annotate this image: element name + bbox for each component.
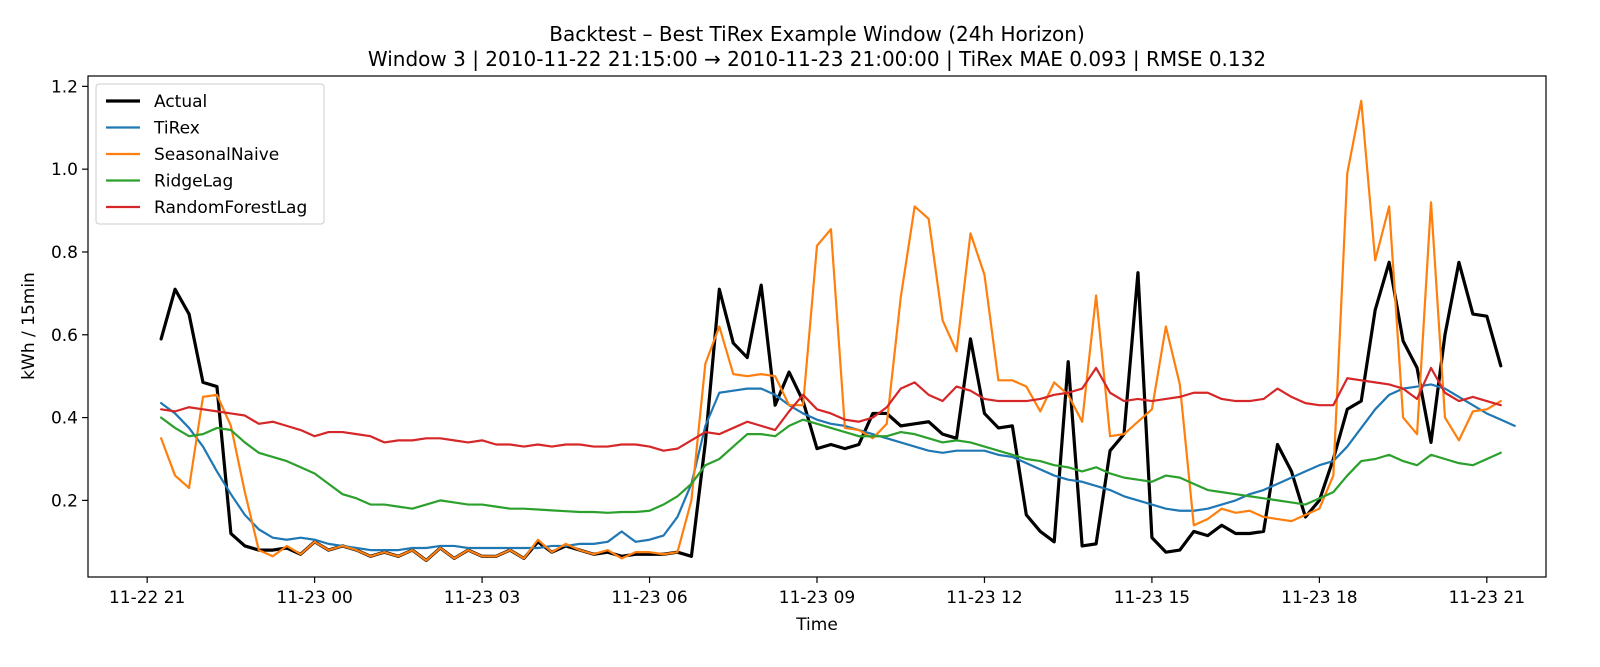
legend-frame xyxy=(95,83,325,225)
series-line-seasonalnaive xyxy=(160,99,1502,562)
y-axis-label: kWh / 15min xyxy=(19,272,39,380)
x-tick-label: 11-23 18 xyxy=(1281,588,1357,608)
legend-label-seasonalnaive: SeasonalNaive xyxy=(154,145,279,165)
legend-items: Actual TiRex SeasonalNaive RidgeLag RandomFo… xyxy=(106,92,307,218)
x-tick-label: 11-23 00 xyxy=(276,588,352,608)
x-tick-label: 11-23 21 xyxy=(1449,588,1525,608)
x-tick-label: 11-23 09 xyxy=(779,588,855,608)
series-line-tirex xyxy=(160,383,1516,552)
y-tick-label: 1.0 xyxy=(51,160,78,180)
series-lines xyxy=(159,99,1516,563)
legend-label-tirex: TiRex xyxy=(153,119,200,139)
y-tick-label: 0.6 xyxy=(51,326,78,346)
legend: Actual TiRex SeasonalNaive RidgeLag RandomFo… xyxy=(95,83,325,225)
series-line-actual xyxy=(159,260,1503,563)
y-tick-label: 0.2 xyxy=(51,491,78,511)
x-axis-ticks: 11-22 21 11-23 00 11-23 03 11-23 06 11-23 09… xyxy=(109,577,1525,608)
x-tick-label: 11-22 21 xyxy=(109,588,185,608)
series-line-ridgelag xyxy=(160,416,1502,514)
legend-label-randomforestlag: RandomForestLag xyxy=(154,198,307,218)
y-tick-label: 0.4 xyxy=(51,409,78,429)
legend-label-actual: Actual xyxy=(154,92,207,112)
x-tick-label: 11-23 12 xyxy=(946,588,1022,608)
x-axis-label: Time xyxy=(795,615,838,635)
chart-title: Backtest – Best TiRex Example Window (24… xyxy=(549,22,1085,46)
y-tick-label: 1.2 xyxy=(51,77,78,97)
x-tick-label: 11-23 06 xyxy=(611,588,687,608)
legend-label-ridgelag: RidgeLag xyxy=(154,172,233,192)
chart-subtitle: Window 3 | 2010-11-22 21:15:00 → 2010-11… xyxy=(368,47,1266,71)
plot-area: 11-22 21 11-23 00 11-23 03 11-23 06 11-23 09… xyxy=(51,75,1547,608)
x-tick-label: 11-23 15 xyxy=(1114,588,1190,608)
y-axis-ticks: 0.2 0.4 0.6 0.8 1.0 1.2 xyxy=(51,77,88,511)
y-tick-label: 0.8 xyxy=(51,243,78,263)
x-tick-label: 11-23 03 xyxy=(444,588,520,608)
series-line-randomforestlag xyxy=(160,366,1502,452)
